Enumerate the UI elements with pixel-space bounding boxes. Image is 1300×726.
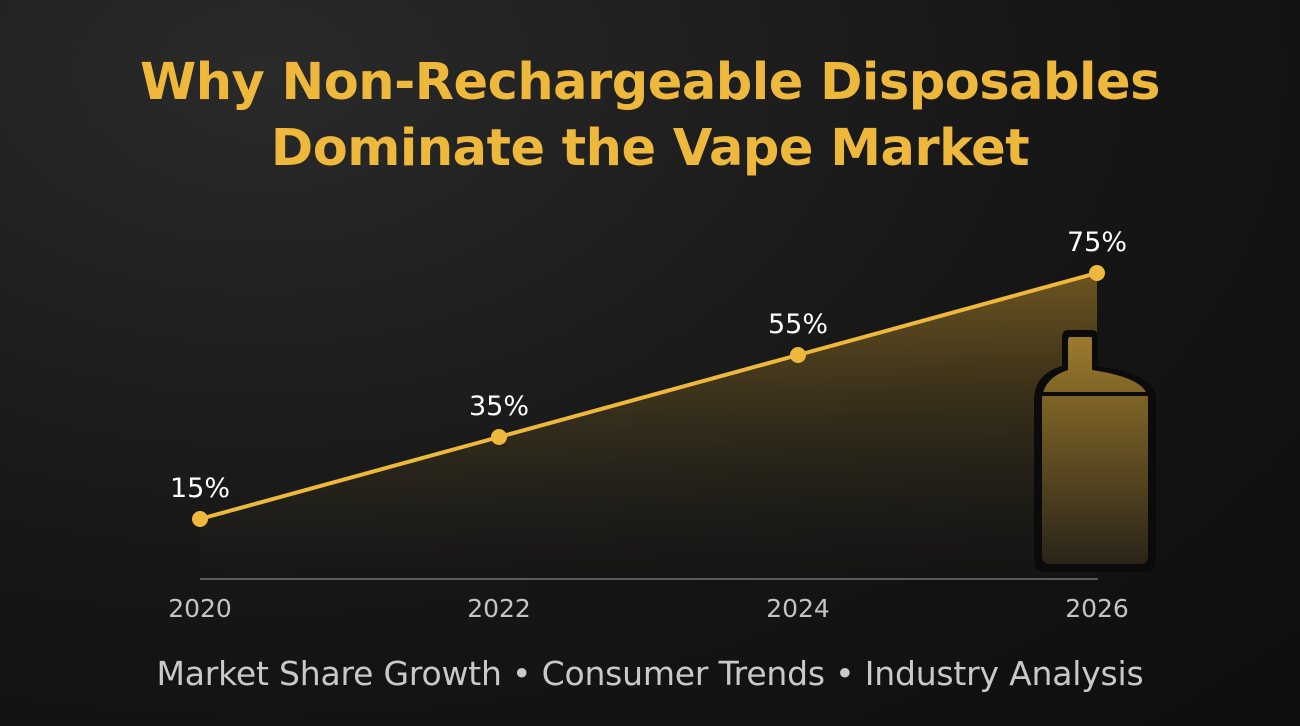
footer-caption: Market Share Growth • Consumer Trends • … <box>156 654 1144 693</box>
data-point-2024 <box>790 347 806 363</box>
data-point-2020 <box>192 511 208 527</box>
data-label-2020: 15% <box>170 473 230 504</box>
x-tick-label-2026: 2026 <box>1065 594 1129 623</box>
x-tick-labels: 2020 2022 2024 2026 <box>168 594 1129 623</box>
x-tick-label-2024: 2024 <box>766 594 830 623</box>
x-tick-label-2020: 2020 <box>168 594 232 623</box>
series-line <box>198 271 1099 521</box>
chart-title-line-1: Why Non-Rechargeable Disposables <box>140 53 1161 112</box>
data-label-2026: 75% <box>1067 227 1127 258</box>
data-labels: 15% 35% 55% 75% <box>170 227 1127 504</box>
data-point-2022 <box>491 429 507 445</box>
data-point-2026 <box>1089 265 1105 281</box>
area-fill <box>200 273 1097 579</box>
data-points <box>192 265 1105 527</box>
x-tick-label-2022: 2022 <box>467 594 531 623</box>
disposable-vape-icon <box>1034 330 1156 572</box>
data-label-2022: 35% <box>469 391 529 422</box>
chart-title: Why Non-Rechargeable Disposables Dominat… <box>0 50 1300 182</box>
chart-title-line-2: Dominate the Vape Market <box>270 119 1030 178</box>
data-label-2024: 55% <box>768 309 828 340</box>
